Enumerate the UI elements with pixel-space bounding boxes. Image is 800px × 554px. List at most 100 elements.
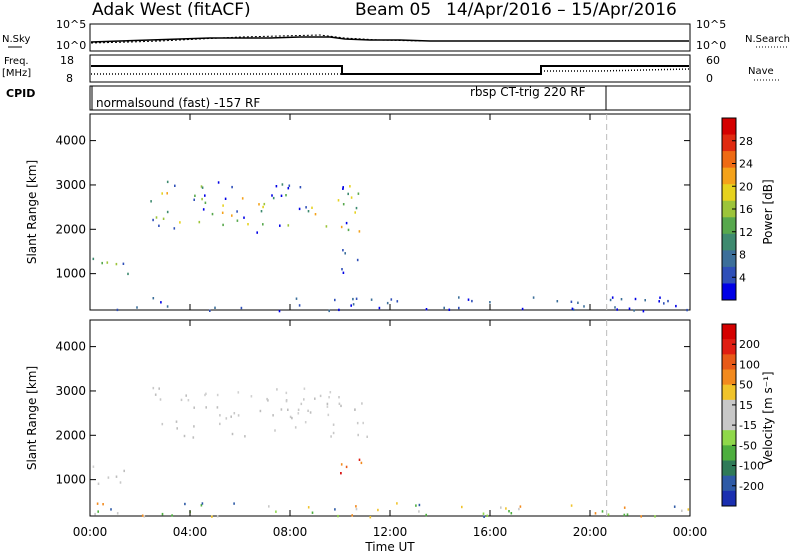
scatter-cell: [686, 308, 688, 312]
scatter-cell: [274, 429, 276, 432]
scatter-cell: [194, 194, 196, 197]
colorbar-segment: [722, 369, 736, 386]
scatter-cell: [303, 398, 305, 401]
colorbar-segment: [722, 430, 736, 446]
colorbar-tick-label: 28: [739, 135, 753, 148]
colorbar-segment: [722, 490, 736, 507]
colorbar-segment: [722, 460, 736, 477]
colorbar-tick-label: 24: [739, 158, 753, 171]
scatter-cell: [361, 402, 363, 405]
scatter-cell: [342, 249, 344, 252]
scatter-cell: [355, 297, 358, 300]
scatter-cell: [123, 469, 125, 473]
freq-unit: [MHz]: [2, 68, 31, 79]
scatter-cell: [309, 411, 312, 414]
scatter-cell: [115, 262, 118, 266]
scatter-cell: [154, 393, 157, 396]
scatter-cell: [642, 310, 645, 313]
scatter-cell: [570, 504, 573, 507]
scatter-cell: [355, 505, 357, 508]
x-tick-labels: 00:00 04:00 08:00 12:00 16:00 20:00 00:00: [73, 525, 708, 539]
beam-label: Beam 05: [355, 0, 431, 20]
scatter-cell: [276, 388, 278, 391]
scatter-cell: [369, 516, 372, 519]
scatter-cell: [262, 205, 264, 209]
scatter-cell: [96, 502, 99, 505]
scatter-cell: [230, 415, 232, 418]
velocity-colorbar: 200 100 50 15 -15 -50 -100 -200: [721, 323, 764, 507]
scatter-cell: [216, 515, 219, 518]
scatter-cell: [340, 404, 342, 408]
freq-trace: [91, 65, 689, 75]
scatter-cell: [659, 296, 661, 299]
y-tick-label: 4000: [55, 134, 86, 148]
colorbar-tick-label: 8: [739, 249, 746, 262]
scatter-cell: [521, 307, 524, 311]
scatter-cell: [136, 306, 138, 309]
cpid-panel-frame: [89, 85, 691, 111]
scatter-cell: [158, 387, 160, 390]
scatter-cell: [143, 515, 146, 518]
scatter-cell: [161, 422, 164, 426]
scatter-cell: [570, 300, 573, 303]
scatter-cell: [607, 513, 610, 516]
colorbar-segment: [722, 415, 736, 431]
scatter-cell: [179, 221, 181, 224]
scatter-cell: [287, 187, 290, 190]
scatter-cell: [141, 514, 144, 517]
scatter-cell: [204, 393, 206, 397]
scatter-cell: [443, 306, 445, 310]
scatter-cell: [377, 508, 379, 512]
scatter-cell: [236, 219, 239, 222]
nsky-panel-frame: [89, 23, 691, 52]
scatter-cell: [279, 224, 281, 227]
scatter-cell: [358, 230, 361, 233]
scatter-cell: [155, 216, 158, 219]
power-ylabel: Slant Range [km]: [25, 160, 39, 264]
scatter-cell: [350, 196, 353, 199]
colorbar-segment: [722, 118, 736, 136]
colorbar-segment: [722, 200, 736, 218]
colorbar-tick-label: -100: [739, 460, 764, 473]
scatter-cell: [347, 228, 350, 232]
scatter-cell: [224, 197, 227, 200]
scatter-cell: [256, 231, 258, 234]
scatter-cell: [152, 386, 155, 390]
scatter-cell: [510, 512, 513, 515]
scatter-cell: [185, 394, 187, 397]
y-tick-label: 4000: [55, 340, 86, 354]
scatter-cell: [349, 185, 351, 188]
scatter-cell: [260, 210, 263, 213]
colorbar-segment: [722, 250, 736, 268]
scatter-cell: [297, 412, 300, 415]
scatter-cell: [92, 257, 95, 261]
scatter-cell: [127, 272, 129, 276]
scatter-cell: [294, 426, 297, 429]
scatter-cell: [340, 463, 343, 466]
scatter-cell: [356, 258, 359, 262]
colorbar-segment: [722, 233, 736, 251]
colorbar-segment: [722, 151, 736, 169]
nsearch-tick-bottom: 10^0: [696, 39, 726, 52]
scatter-cell: [295, 297, 298, 300]
nsearch-tick-top: 10^5: [696, 18, 726, 31]
scatter-cell: [319, 394, 322, 398]
scatter-cell: [483, 515, 485, 518]
x-axis-label: Time UT: [364, 540, 415, 554]
scatter-cell: [201, 502, 204, 505]
colorbar-tick-label: -200: [739, 480, 764, 493]
scatter-cell: [200, 185, 203, 188]
scatter-cell: [583, 305, 585, 308]
scatter-cell: [201, 197, 203, 201]
scatter-cell: [307, 210, 310, 213]
scatter-cell: [115, 475, 118, 478]
scatter-cell: [307, 409, 309, 412]
scatter-cell: [358, 458, 361, 461]
scatter-cell: [304, 421, 307, 424]
scatter-cell: [280, 194, 283, 197]
scatter-cell: [231, 214, 233, 217]
scatter-cell: [211, 212, 214, 216]
scatter-cell: [193, 198, 195, 201]
colorbar-tick-label: 100: [739, 358, 760, 371]
scatter-cell: [620, 298, 623, 301]
